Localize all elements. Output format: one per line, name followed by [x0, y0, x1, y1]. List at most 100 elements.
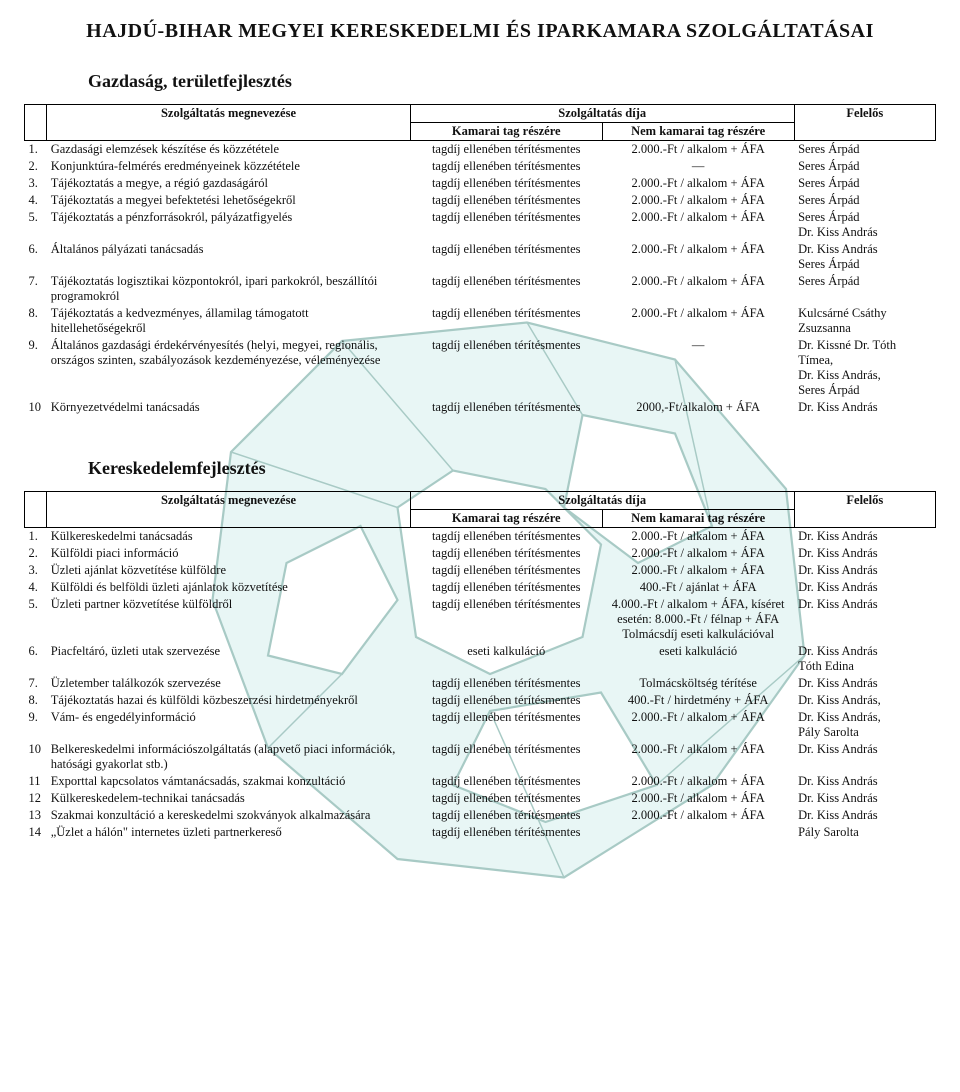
table-row: 2.Konjunktúra-felmérés eredményeinek köz… [25, 158, 936, 175]
row-fee-nonmember: 2.000.-Ft / alkalom + ÁFA [602, 709, 794, 741]
table-row: 8.Tájékoztatás a kedvezményes, államilag… [25, 305, 936, 337]
table-row: 3.Tájékoztatás a megye, a régió gazdaság… [25, 175, 936, 192]
row-fee-member: tagdíj ellenében térítésmentes [410, 675, 602, 692]
row-name: Környezetvédelmi tanácsadás [47, 399, 411, 416]
row-number: 7. [25, 675, 47, 692]
table-row: 7.Tájékoztatás logisztikai központokról,… [25, 273, 936, 305]
row-fee-member: tagdíj ellenében térítésmentes [410, 692, 602, 709]
table-row: 13Szakmai konzultáció a kereskedelmi szo… [25, 807, 936, 824]
row-name: Üzleti ajánlat közvetítése külföldre [47, 562, 411, 579]
table-row: 10Belkereskedelmi információszolgáltatás… [25, 741, 936, 773]
row-fee-member: tagdíj ellenében térítésmentes [410, 596, 602, 643]
table-row: 5.Üzleti partner közvetítése külföldrőlt… [25, 596, 936, 643]
row-name: Tájékoztatás a pénzforrásokról, pályázat… [47, 209, 411, 241]
row-fee-member: tagdíj ellenében térítésmentes [410, 192, 602, 209]
hdr-name: Szolgáltatás megnevezése [47, 105, 411, 141]
row-fee-member: tagdíj ellenében térítésmentes [410, 773, 602, 790]
table-row: 4.Tájékoztatás a megyei befektetési lehe… [25, 192, 936, 209]
row-responsible: Dr. Kiss András Tóth Edina [794, 643, 935, 675]
row-number: 6. [25, 643, 47, 675]
row-responsible: Dr. Kiss András [794, 545, 935, 562]
row-number: 3. [25, 562, 47, 579]
row-fee-nonmember: 2.000.-Ft / alkalom + ÁFA [602, 528, 794, 546]
hdr-resp: Felelős [794, 105, 935, 141]
row-number: 2. [25, 158, 47, 175]
row-number: 10 [25, 399, 47, 416]
row-number: 3. [25, 175, 47, 192]
section2-title: Kereskedelemfejlesztés [88, 458, 936, 479]
row-fee-nonmember: 2.000.-Ft / alkalom + ÁFA [602, 741, 794, 773]
row-name: Külföldi piaci információ [47, 545, 411, 562]
table-row: 2.Külföldi piaci információtagdíj ellené… [25, 545, 936, 562]
row-fee-nonmember: 2.000.-Ft / alkalom + ÁFA [602, 192, 794, 209]
row-number: 1. [25, 528, 47, 546]
row-name: Üzleti partner közvetítése külföldről [47, 596, 411, 643]
hdr-fee-group: Szolgáltatás díja [410, 105, 794, 123]
row-number: 13 [25, 807, 47, 824]
row-responsible: Dr. Kiss András [794, 562, 935, 579]
row-fee-member: tagdíj ellenében térítésmentes [410, 528, 602, 546]
row-name: Tájékoztatás a kedvezményes, államilag t… [47, 305, 411, 337]
row-fee-member: tagdíj ellenében térítésmentes [410, 790, 602, 807]
row-number: 10 [25, 741, 47, 773]
hdr2-resp: Felelős [794, 492, 935, 528]
row-number: 7. [25, 273, 47, 305]
row-responsible: Dr. Kiss András [794, 579, 935, 596]
row-responsible: Dr. Kiss András [794, 596, 935, 643]
row-number: 9. [25, 709, 47, 741]
row-number: 4. [25, 192, 47, 209]
row-fee-member: tagdíj ellenében térítésmentes [410, 545, 602, 562]
row-fee-nonmember: 2.000.-Ft / alkalom + ÁFA [602, 807, 794, 824]
row-number: 6. [25, 241, 47, 273]
row-number: 1. [25, 141, 47, 159]
hdr-fee-member: Kamarai tag részére [410, 123, 602, 141]
row-fee-nonmember: 2.000.-Ft / alkalom + ÁFA [602, 790, 794, 807]
row-name: Üzletember találkozók szervezése [47, 675, 411, 692]
row-responsible: Dr. Kiss András [794, 399, 935, 416]
row-name: Szakmai konzultáció a kereskedelmi szokv… [47, 807, 411, 824]
row-name: Tájékoztatás hazai és külföldi közbeszer… [47, 692, 411, 709]
row-fee-nonmember: 2.000.-Ft / alkalom + ÁFA [602, 241, 794, 273]
row-responsible: Kulcsárné Csáthy Zsuzsanna [794, 305, 935, 337]
table-row: 12Külkereskedelem-technikai tanácsadásta… [25, 790, 936, 807]
row-fee-member: tagdíj ellenében térítésmentes [410, 158, 602, 175]
table-row: 10Környezetvédelmi tanácsadástagdíj elle… [25, 399, 936, 416]
row-fee-nonmember: 2.000.-Ft / alkalom + ÁFA [602, 562, 794, 579]
row-fee-nonmember: 2.000.-Ft / alkalom + ÁFA [602, 545, 794, 562]
row-fee-member: tagdíj ellenében térítésmentes [410, 273, 602, 305]
row-fee-nonmember: 2.000.-Ft / alkalom + ÁFA [602, 273, 794, 305]
row-number: 2. [25, 545, 47, 562]
row-fee-member: tagdíj ellenében térítésmentes [410, 562, 602, 579]
table-row: 9.Általános gazdasági érdekérvényesítés … [25, 337, 936, 399]
row-name: Piacfeltáró, üzleti utak szervezése [47, 643, 411, 675]
table-row: 4.Külföldi és belföldi üzleti ajánlatok … [25, 579, 936, 596]
row-name: Külkereskedelem-technikai tanácsadás [47, 790, 411, 807]
row-fee-nonmember: 2.000.-Ft / alkalom + ÁFA [602, 141, 794, 159]
row-responsible: Pály Sarolta [794, 824, 935, 841]
row-number: 8. [25, 305, 47, 337]
row-fee-member: tagdíj ellenében térítésmentes [410, 399, 602, 416]
row-name: Vám- és engedélyinformáció [47, 709, 411, 741]
hdr2-fee-member: Kamarai tag részére [410, 510, 602, 528]
row-responsible: Seres Árpád [794, 141, 935, 159]
row-number: 11 [25, 773, 47, 790]
row-name: Tájékoztatás a megye, a régió gazdaságár… [47, 175, 411, 192]
row-fee-nonmember: 2000,-Ft/alkalom + ÁFA [602, 399, 794, 416]
row-responsible: Seres Árpád [794, 175, 935, 192]
row-responsible: Dr. Kiss András [794, 807, 935, 824]
row-responsible: Dr. Kiss András, [794, 692, 935, 709]
hdr2-fee-group: Szolgáltatás díja [410, 492, 794, 510]
section1-table: Szolgáltatás megnevezése Szolgáltatás dí… [24, 104, 936, 416]
row-fee-member: tagdíj ellenében térítésmentes [410, 175, 602, 192]
table-row: 7.Üzletember találkozók szervezésetagdíj… [25, 675, 936, 692]
row-fee-nonmember: 4.000.-Ft / alkalom + ÁFA, kíséret eseté… [602, 596, 794, 643]
row-fee-nonmember: 2.000.-Ft / alkalom + ÁFA [602, 305, 794, 337]
table-row: 3.Üzleti ajánlat közvetítése külföldreta… [25, 562, 936, 579]
row-name: Külkereskedelmi tanácsadás [47, 528, 411, 546]
section2-table: Szolgáltatás megnevezése Szolgáltatás dí… [24, 491, 936, 841]
row-fee-member: tagdíj ellenében térítésmentes [410, 209, 602, 241]
row-fee-nonmember: 400.-Ft / hirdetmény + ÁFA [602, 692, 794, 709]
row-name: Exporttal kapcsolatos vámtanácsadás, sza… [47, 773, 411, 790]
row-responsible: Seres Árpád Dr. Kiss András [794, 209, 935, 241]
row-name: Külföldi és belföldi üzleti ajánlatok kö… [47, 579, 411, 596]
